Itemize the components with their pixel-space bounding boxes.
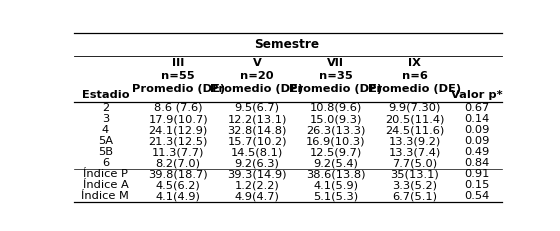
Text: 35(13.1): 35(13.1) [390,169,439,179]
Text: 8.2(7.0): 8.2(7.0) [156,158,200,168]
Text: 0.54: 0.54 [464,191,489,201]
Text: 13.3(7.4): 13.3(7.4) [389,147,441,157]
Text: 3: 3 [102,114,109,124]
Text: n=55: n=55 [161,71,195,81]
Text: 0.15: 0.15 [464,180,489,190]
Text: 20.5(11.4): 20.5(11.4) [385,114,444,124]
Text: 0.09: 0.09 [464,125,489,135]
Text: 13.3(9.2): 13.3(9.2) [389,136,441,146]
Text: 6.7(5.1): 6.7(5.1) [392,191,437,201]
Text: 9.2(5.4): 9.2(5.4) [314,158,358,168]
Text: 11.3(7.7): 11.3(7.7) [152,147,204,157]
Text: 26.3(13.3): 26.3(13.3) [306,125,366,135]
Text: 15.7(10.2): 15.7(10.2) [227,136,287,146]
Text: 0.91: 0.91 [464,169,489,179]
Text: 12.5(9.7): 12.5(9.7) [310,147,362,157]
Text: 4.5(6.2): 4.5(6.2) [156,180,200,190]
Text: 6: 6 [102,158,109,168]
Text: VII: VII [328,58,344,68]
Text: Índice P: Índice P [83,169,128,179]
Text: Estadio: Estadio [82,90,129,100]
Text: 4.1(4.9): 4.1(4.9) [156,191,200,201]
Text: 24.5(11.6): 24.5(11.6) [385,125,444,135]
Text: n=20: n=20 [240,71,274,81]
Text: 39.3(14.9): 39.3(14.9) [227,169,287,179]
Text: V: V [253,58,262,68]
Text: 8.6 (7.6): 8.6 (7.6) [154,103,203,113]
Text: Promedio (DE): Promedio (DE) [368,84,461,94]
Text: 0.84: 0.84 [464,158,489,168]
Text: 17.9(10.7): 17.9(10.7) [148,114,208,124]
Text: 5B: 5B [98,147,113,157]
Text: 0.14: 0.14 [464,114,489,124]
Text: Promedio (DE): Promedio (DE) [132,84,225,94]
Text: 5.1(5.3): 5.1(5.3) [313,191,358,201]
Text: 0.67: 0.67 [464,103,489,113]
Text: 2: 2 [102,103,109,113]
Text: 14.5(8.1): 14.5(8.1) [231,147,283,157]
Text: 9.5(6.7): 9.5(6.7) [235,103,279,113]
Text: 38.6(13.8): 38.6(13.8) [306,169,366,179]
Text: Promedio (DE): Promedio (DE) [290,84,382,94]
Text: IX: IX [408,58,421,68]
Text: 1.2(2.2): 1.2(2.2) [235,180,279,190]
Text: 9.9(7.30): 9.9(7.30) [389,103,441,113]
Text: 3.3(5.2): 3.3(5.2) [392,180,437,190]
Text: Promedio (DE): Promedio (DE) [211,84,304,94]
Text: 15.0(9.3): 15.0(9.3) [310,114,362,124]
Text: Valor p*: Valor p* [451,90,502,100]
Text: 16.9(10.3): 16.9(10.3) [306,136,366,146]
Text: Semestre: Semestre [254,38,320,51]
Text: 39.8(18.7): 39.8(18.7) [148,169,208,179]
Text: 4.9(4.7): 4.9(4.7) [235,191,279,201]
Text: 32.8(14.8): 32.8(14.8) [227,125,287,135]
Text: 9.2(6.3): 9.2(6.3) [235,158,279,168]
Text: 12.2(13.1): 12.2(13.1) [227,114,287,124]
Text: 5A: 5A [98,136,113,146]
Text: 0.09: 0.09 [464,136,489,146]
Text: Índice A: Índice A [82,180,128,190]
Text: Índice M: Índice M [81,191,129,201]
Text: n=6: n=6 [402,71,428,81]
Text: 0.49: 0.49 [464,147,489,157]
Text: 4: 4 [102,125,109,135]
Text: 21.3(12.5): 21.3(12.5) [148,136,208,146]
Text: III: III [172,58,184,68]
Text: 24.1(12.9): 24.1(12.9) [148,125,208,135]
Text: 10.8(9.6): 10.8(9.6) [310,103,362,113]
Text: 4.1(5.9): 4.1(5.9) [314,180,358,190]
Text: 7.7(5.0): 7.7(5.0) [392,158,437,168]
Text: n=35: n=35 [319,71,353,81]
